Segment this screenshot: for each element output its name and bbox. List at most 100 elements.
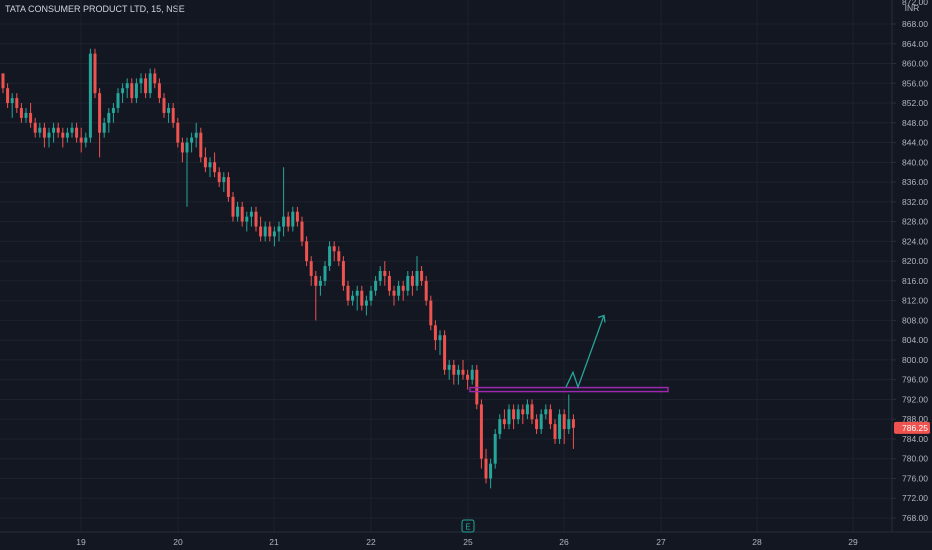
candle[interactable] <box>254 206 258 232</box>
candle[interactable] <box>33 117 37 138</box>
candle[interactable] <box>111 103 115 123</box>
candle[interactable] <box>240 201 244 227</box>
candles[interactable] <box>1 48 575 489</box>
candle[interactable] <box>484 448 488 484</box>
candle[interactable] <box>479 399 483 469</box>
candle[interactable] <box>300 216 304 247</box>
candle[interactable] <box>282 167 286 237</box>
candle[interactable] <box>176 117 180 148</box>
candle[interactable] <box>387 271 391 296</box>
candle[interactable] <box>544 404 548 420</box>
candle[interactable] <box>10 93 14 118</box>
candle[interactable] <box>226 172 230 202</box>
candle[interactable] <box>539 409 543 435</box>
candle[interactable] <box>148 68 152 99</box>
candle[interactable] <box>1 73 5 94</box>
candle[interactable] <box>79 127 83 153</box>
candle[interactable] <box>84 132 88 148</box>
candle[interactable] <box>489 458 493 489</box>
candle[interactable] <box>249 206 253 227</box>
candle[interactable] <box>6 83 10 108</box>
candle[interactable] <box>272 226 276 247</box>
candle[interactable] <box>512 404 516 430</box>
candle[interactable] <box>498 414 502 439</box>
candle[interactable] <box>139 73 143 94</box>
candle[interactable] <box>47 127 51 148</box>
candle[interactable] <box>65 127 69 143</box>
candle[interactable] <box>116 88 120 113</box>
candle[interactable] <box>392 285 396 306</box>
candle[interactable] <box>535 414 539 435</box>
candle[interactable] <box>88 48 92 143</box>
candle[interactable] <box>286 211 290 232</box>
time-axis[interactable]: 19 20 21 22 25 26 27 28 29 <box>0 531 932 547</box>
candle[interactable] <box>571 414 575 449</box>
candle[interactable] <box>171 103 175 128</box>
candle[interactable] <box>548 404 552 430</box>
candle[interactable] <box>553 419 557 444</box>
candle[interactable] <box>466 369 470 390</box>
candle[interactable] <box>443 330 447 375</box>
candle[interactable] <box>190 132 194 153</box>
candle[interactable] <box>346 280 350 306</box>
candle[interactable] <box>93 48 97 99</box>
candle[interactable] <box>530 399 534 425</box>
candle[interactable] <box>558 409 562 444</box>
price-axis[interactable]: 868.00 864.00 860.00 856.00 852.00 848.00 844.… <box>892 0 930 523</box>
candle[interactable] <box>378 266 382 286</box>
candle[interactable] <box>29 103 33 128</box>
candle[interactable] <box>263 221 267 242</box>
candle[interactable] <box>341 256 345 291</box>
candle[interactable] <box>567 394 571 435</box>
candle[interactable] <box>52 122 56 143</box>
candle[interactable] <box>415 256 419 291</box>
candle[interactable] <box>185 137 189 207</box>
drawings[interactable] <box>469 314 669 393</box>
candle[interactable] <box>438 330 442 355</box>
candle[interactable] <box>42 122 46 148</box>
candle[interactable] <box>259 216 263 242</box>
candle[interactable] <box>70 122 74 138</box>
candle[interactable] <box>15 93 19 113</box>
candle[interactable] <box>351 290 355 306</box>
candle[interactable] <box>245 211 249 232</box>
candle[interactable] <box>383 261 387 286</box>
candle[interactable] <box>410 271 414 296</box>
candle[interactable] <box>433 320 437 351</box>
candle[interactable] <box>447 359 451 380</box>
candle[interactable] <box>167 103 171 123</box>
candle[interactable] <box>318 275 322 296</box>
candle[interactable] <box>222 172 226 192</box>
projection-arrow[interactable] <box>565 315 605 390</box>
candle[interactable] <box>208 157 212 178</box>
candle[interactable] <box>75 122 79 143</box>
candle[interactable] <box>125 78 129 99</box>
candle[interactable] <box>337 246 341 267</box>
candle[interactable] <box>420 266 424 286</box>
candle[interactable] <box>180 137 184 163</box>
candle[interactable] <box>364 295 368 316</box>
candle[interactable] <box>295 206 299 227</box>
candle[interactable] <box>328 241 332 271</box>
candle[interactable] <box>493 429 497 469</box>
resistance-zone[interactable] <box>469 386 669 393</box>
candle[interactable] <box>305 236 309 267</box>
candle[interactable] <box>332 241 336 262</box>
candle[interactable] <box>194 122 198 148</box>
candle[interactable] <box>374 275 378 296</box>
candle[interactable] <box>406 271 410 296</box>
candle[interactable] <box>56 122 60 138</box>
candle[interactable] <box>203 147 207 173</box>
candle[interactable] <box>397 280 401 301</box>
candle[interactable] <box>470 364 474 385</box>
candle[interactable] <box>61 127 65 148</box>
earnings-marker[interactable]: E <box>461 519 475 533</box>
candle[interactable] <box>309 256 313 286</box>
candle[interactable] <box>102 117 106 138</box>
candle[interactable] <box>134 78 138 104</box>
candle[interactable] <box>521 404 525 425</box>
candle[interactable] <box>121 83 125 104</box>
candle[interactable] <box>429 295 433 331</box>
candle[interactable] <box>525 399 529 420</box>
